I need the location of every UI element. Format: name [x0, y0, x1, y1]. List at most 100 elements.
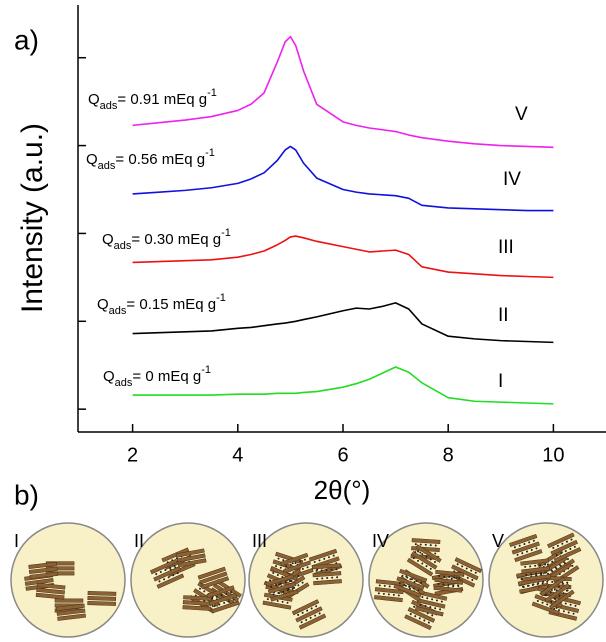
intercalant	[327, 556, 330, 559]
intercalant	[429, 544, 432, 547]
intercalant	[272, 593, 275, 596]
intercalant	[414, 615, 417, 618]
intercalant	[410, 578, 413, 581]
intercalant	[448, 576, 451, 579]
intercalant	[417, 559, 420, 562]
annotation-part: Q	[97, 296, 109, 313]
clay-layer	[150, 558, 178, 575]
intercalant	[564, 550, 567, 553]
clay-layer	[550, 539, 578, 556]
clay-layer	[29, 571, 59, 579]
intercalant	[281, 600, 284, 603]
annotation-part: Q	[86, 151, 98, 168]
intercalant	[426, 597, 429, 600]
intercalant	[434, 561, 437, 564]
clay-layer	[206, 585, 235, 599]
intercalant	[565, 540, 568, 543]
x-tick-label: 8	[443, 444, 454, 466]
clay-layer	[28, 566, 58, 574]
series-annotation: Qads= 0 mEq g-1	[103, 364, 211, 389]
intercalant	[458, 577, 461, 580]
intercalant	[557, 609, 560, 612]
intercalant	[539, 564, 542, 567]
clay-layer	[177, 558, 207, 568]
intercalant	[429, 606, 432, 609]
intercalant	[382, 592, 385, 595]
intercalant	[516, 553, 519, 556]
intercalant	[392, 593, 395, 596]
intercalant	[569, 603, 572, 606]
intercalant	[155, 573, 158, 576]
intercalant	[425, 555, 428, 558]
intercalant	[545, 594, 548, 597]
intercalant	[551, 580, 554, 583]
intercalant	[532, 539, 535, 542]
series-line	[132, 145, 554, 212]
series-annotation: Qads= 0.30 mEq g-1	[102, 227, 231, 252]
clay-layer	[313, 579, 342, 586]
clay-layer	[544, 583, 571, 603]
panel-label: a)	[14, 24, 39, 55]
series-line	[132, 366, 554, 405]
intercalant	[466, 576, 469, 579]
intercalant	[544, 563, 547, 566]
intercalant	[524, 565, 527, 568]
clay-layer	[36, 587, 65, 595]
annotation-part: = 0.56 mEq g	[115, 151, 205, 168]
intercalant	[531, 583, 534, 586]
clay-layer	[267, 581, 297, 594]
intercalant	[431, 598, 434, 601]
intercalant	[303, 558, 306, 561]
clay-layer	[451, 564, 479, 581]
clay-layer	[553, 547, 582, 563]
intercalant	[320, 569, 323, 572]
intercalant	[555, 567, 558, 570]
intercalant	[452, 584, 455, 587]
clay-layer	[199, 571, 228, 585]
intercalant	[535, 547, 538, 550]
intercalant	[313, 560, 316, 563]
intercalant	[424, 604, 427, 607]
intercalant	[378, 584, 381, 587]
intercalant	[406, 576, 409, 579]
intercalant	[408, 585, 411, 588]
intercalant	[299, 560, 302, 563]
intercalant	[417, 550, 420, 553]
intercalant	[325, 569, 328, 572]
intercalant	[550, 600, 553, 603]
clay-stack	[87, 591, 117, 606]
intercalant	[230, 591, 233, 594]
intercalant	[455, 576, 458, 579]
intercalant	[277, 557, 280, 560]
intercalant	[571, 564, 574, 567]
clay-stack	[150, 558, 185, 589]
intercalant	[557, 585, 560, 588]
intercalant	[546, 603, 549, 606]
intercalant	[566, 589, 569, 592]
clay-layer	[404, 614, 432, 631]
intercalant	[551, 570, 554, 573]
clay-stack	[280, 552, 314, 582]
intercalant	[566, 581, 569, 584]
intercalant	[427, 621, 430, 624]
intercalant	[521, 585, 524, 588]
clay-layer	[415, 606, 444, 617]
clay-stack	[175, 548, 207, 568]
intercalant	[275, 584, 278, 587]
intercalant	[297, 574, 300, 577]
clay-layer	[280, 552, 309, 567]
intercalant	[574, 604, 577, 607]
intercalant	[306, 566, 309, 569]
intercalant	[526, 584, 529, 587]
clay-layer	[87, 601, 116, 606]
clay-layer	[539, 576, 566, 597]
series-name: III	[498, 237, 514, 258]
intercalant	[330, 568, 333, 571]
intercalant	[309, 616, 312, 619]
schematic: I II III IV V	[10, 522, 604, 638]
clay-layer	[531, 601, 560, 616]
intercalant	[431, 614, 434, 617]
clay-layer	[509, 533, 538, 547]
clay-layer	[176, 553, 206, 563]
x-tick-label: 4	[232, 444, 243, 466]
